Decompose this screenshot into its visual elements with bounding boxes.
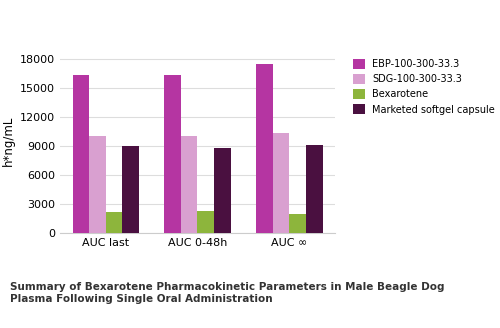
Bar	[72, 75, 89, 233]
Bar	[89, 136, 106, 233]
Bar	[306, 145, 322, 233]
Bar	[181, 136, 198, 233]
Text: Summary of Bexarotene Pharmacokinetic Parameters in Male Beagle Dog
Plasma Follo: Summary of Bexarotene Pharmacokinetic Pa…	[10, 282, 444, 304]
Y-axis label: h*ng/mL: h*ng/mL	[2, 116, 15, 166]
Bar	[122, 146, 138, 233]
Bar	[164, 75, 181, 233]
Bar	[106, 212, 122, 233]
Bar	[273, 133, 289, 233]
Text: F I G U R E   4: F I G U R E 4	[182, 11, 318, 29]
Bar	[214, 148, 230, 233]
Bar	[256, 64, 273, 233]
Legend: EBP-100-300-33.3, SDG-100-300-33.3, Bexarotene, Marketed softgel capsule: EBP-100-300-33.3, SDG-100-300-33.3, Bexa…	[348, 54, 500, 119]
Bar	[198, 211, 214, 233]
Bar	[290, 214, 306, 233]
